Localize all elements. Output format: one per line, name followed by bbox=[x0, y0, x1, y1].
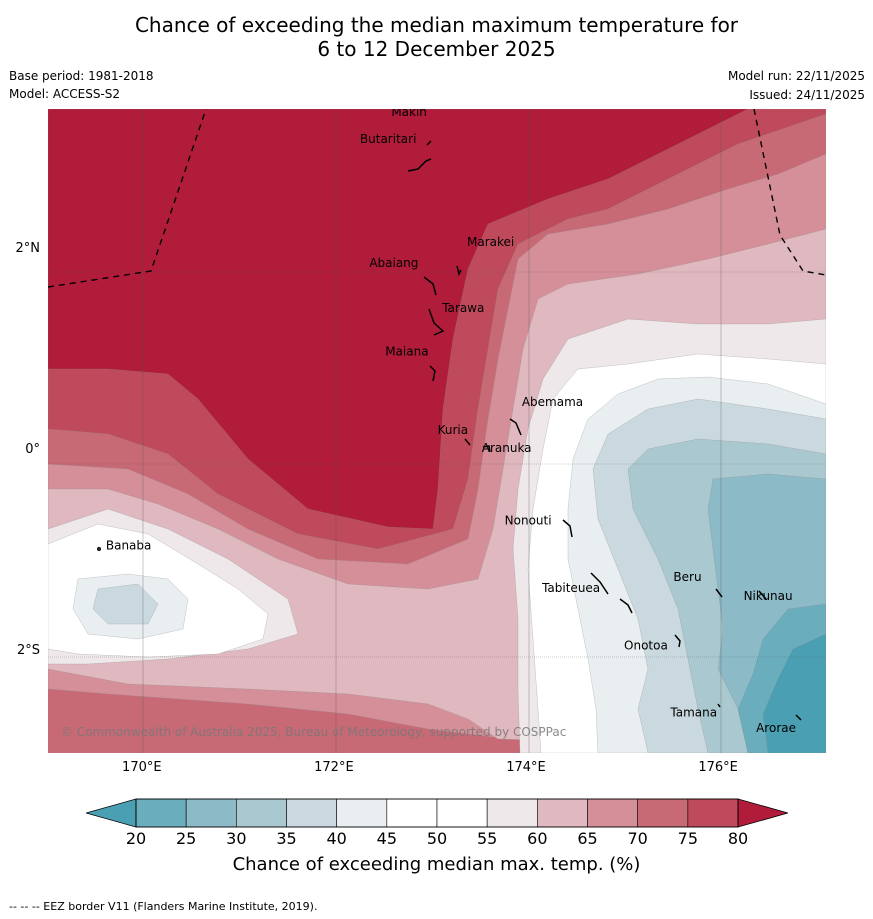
island-label-abaiang: Abaiang bbox=[369, 256, 418, 270]
x-tick-label: 172°E bbox=[314, 760, 354, 775]
colorbar-tick-label: 40 bbox=[326, 829, 347, 848]
island-label-kuria: Kuria bbox=[438, 423, 469, 437]
colorbar-tick-label: 55 bbox=[476, 829, 498, 848]
island-label-tabiteuea: Tabiteuea bbox=[541, 581, 600, 595]
island-label-marakei: Marakei bbox=[467, 235, 514, 249]
base-period: Base period: 1981-2018 bbox=[9, 69, 154, 83]
island-label-nikunau: Nikunau bbox=[744, 589, 793, 603]
island-label-onotoa: Onotoa bbox=[624, 638, 668, 652]
y-tick-label: 2°S bbox=[16, 643, 40, 659]
island-label-banaba: Banaba bbox=[106, 539, 152, 553]
island-labels: Makin Butaritari Marakei Abaiang Tarawa Maian… bbox=[106, 109, 796, 735]
colorbar-box-b25_30 bbox=[185, 798, 237, 828]
colorbar-box-b20_25 bbox=[135, 798, 187, 828]
colorbar-tick-label: 75 bbox=[677, 829, 698, 848]
band-lt20 bbox=[762, 633, 826, 753]
y-tick-label: 0° bbox=[25, 442, 40, 458]
colorbar-tick-label: 20 bbox=[125, 829, 147, 848]
y-tick-label: 2°N bbox=[15, 240, 41, 256]
island-label-nonouti: Nonouti bbox=[505, 514, 552, 528]
x-tick-label: 174°E bbox=[506, 760, 546, 775]
colorbar-tick-label: 45 bbox=[376, 829, 397, 848]
model-name: Model: ACCESS-S2 bbox=[9, 87, 121, 101]
island-label-maiana: Maiana bbox=[385, 345, 428, 359]
colorbar-tick-label: 60 bbox=[527, 829, 548, 848]
chart-title-line2: 6 to 12 December 2025 bbox=[317, 37, 556, 61]
colorbar-tick-label: 30 bbox=[226, 829, 247, 848]
colorbar-lt20 bbox=[86, 799, 136, 827]
colorbar-tick-label: 70 bbox=[627, 829, 648, 848]
island-outlines bbox=[97, 140, 802, 721]
colorbar-box-b55_60 bbox=[486, 798, 538, 828]
colorbar-box-b35_40 bbox=[286, 798, 337, 828]
colorbar-box-b40_45 bbox=[336, 798, 388, 828]
island-label-butaritari: Butaritari bbox=[360, 132, 417, 146]
map-canvas: Makin Butaritari Marakei Abaiang Tarawa Maian… bbox=[48, 109, 826, 753]
colorbar-gt80 bbox=[738, 799, 788, 827]
issued-date: Issued: 24/11/2025 bbox=[749, 88, 865, 102]
colorbar-tick-label: 80 bbox=[727, 829, 749, 848]
island-label-beru: Beru bbox=[673, 570, 701, 584]
colorbar-box-b60_65 bbox=[537, 798, 588, 828]
island-label-aranuka: Aranuka bbox=[482, 441, 532, 455]
colorbar bbox=[86, 798, 788, 828]
colorbar-box-b75_80 bbox=[687, 798, 739, 828]
probability-map[interactable]: Makin Butaritari Marakei Abaiang Tarawa Maian… bbox=[48, 109, 826, 753]
eez-border bbox=[48, 109, 826, 288]
colorbar-title: Chance of exceeding median max. temp. (%… bbox=[232, 854, 641, 875]
colorbar-box-b45_55 bbox=[436, 798, 488, 828]
colorbar-tick-label: 50 bbox=[426, 829, 448, 848]
colorbar-tick-label: 35 bbox=[276, 829, 297, 848]
island-label-tamana: Tamana bbox=[669, 706, 717, 720]
colorbar-tick-label: 65 bbox=[577, 829, 598, 848]
island-label-arorae: Arorae bbox=[756, 721, 796, 735]
x-tick-label: 170°E bbox=[122, 760, 162, 775]
copyright-notice: © Commonwealth of Australia 2025, Bureau… bbox=[61, 725, 566, 739]
island-label-tarawa: Tarawa bbox=[441, 301, 484, 315]
chart-title-line1: Chance of exceeding the median maximum t… bbox=[134, 13, 739, 37]
colorbar-box-b30_35 bbox=[236, 798, 287, 828]
colorbar-tick-label: 25 bbox=[175, 829, 197, 848]
x-tick-label: 176°E bbox=[698, 760, 738, 775]
island-label-makin: Makin bbox=[391, 109, 427, 119]
model-run: Model run: 22/11/2025 bbox=[727, 69, 865, 83]
colorbar-box-b45_55 bbox=[386, 798, 438, 828]
colorbar-box-b70_75 bbox=[637, 798, 689, 828]
graticule bbox=[48, 109, 826, 753]
eez-source-note: -- -- -- EEZ border V11 (Flanders Marine… bbox=[9, 900, 318, 913]
island-label-abemama: Abemama bbox=[522, 395, 583, 409]
colorbar-box-b65_70 bbox=[587, 798, 638, 828]
